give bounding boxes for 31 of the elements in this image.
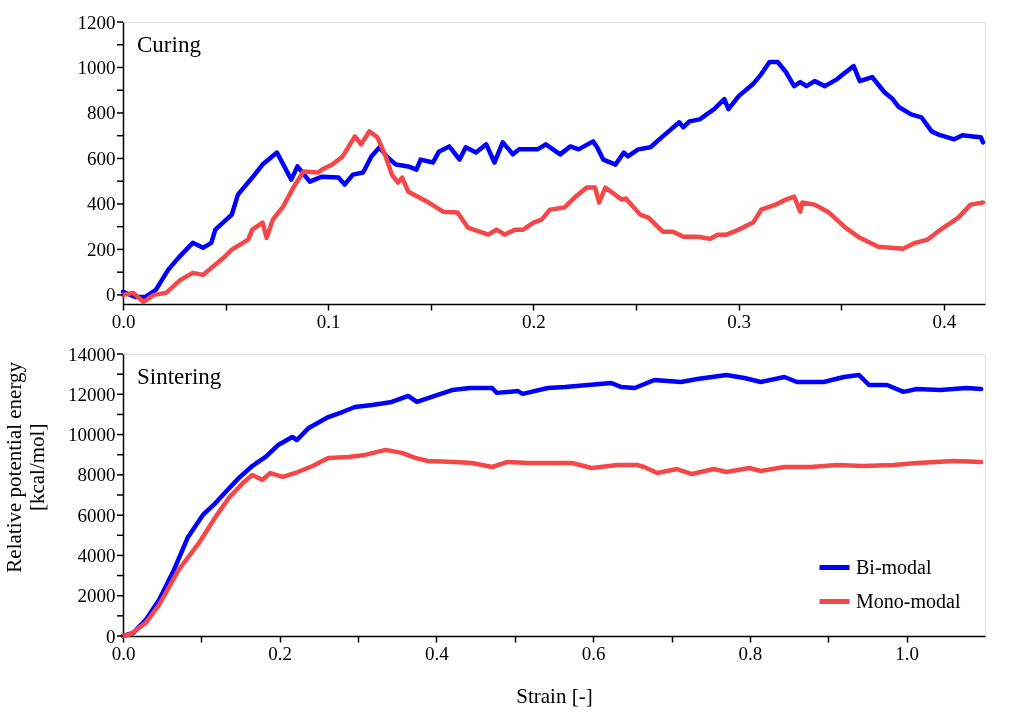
y-tick-label: 10000	[68, 424, 116, 446]
annotation: Sintering	[137, 364, 222, 389]
y-tick-label: 1200	[77, 11, 116, 33]
x-tick-label: 0.2	[522, 310, 546, 332]
y-tick-label: 600	[87, 147, 116, 169]
line-series	[120, 59, 986, 300]
y-tick-label: 0	[106, 284, 116, 306]
x-tick-label: 0.3	[727, 310, 752, 332]
y-tick-label: 2000	[77, 585, 116, 607]
x-tick-label: 0.4	[425, 642, 450, 664]
x-axis-title: Strain [-]	[516, 683, 593, 708]
x-tick-label: 0.6	[581, 642, 606, 664]
x-tick-label: 0.8	[738, 642, 763, 664]
y-tick-label: 800	[87, 102, 116, 124]
legend-label: Bi-modal	[856, 555, 932, 578]
legend-label: Mono-modal	[856, 589, 961, 612]
y-tick-label: 12000	[68, 383, 116, 405]
x-tick-label: 0.2	[268, 642, 293, 664]
annotation: Curing	[137, 32, 202, 57]
y-tick-label: 8000	[77, 464, 116, 486]
x-tick-label: 0.0	[111, 310, 136, 332]
y-tick-label: 1000	[77, 56, 116, 78]
y-tick-label: 4000	[77, 544, 116, 566]
y-axis-title: Relative potential energy [kcal/mol]	[1, 361, 49, 573]
x-tick-label: 0.1	[316, 310, 341, 332]
y-tick-label: 14000	[68, 343, 116, 365]
y-tick-label: 400	[87, 193, 116, 215]
x-tick-label: 1.0	[895, 642, 920, 664]
y-tick-label: 200	[87, 238, 116, 260]
y-tick-label: 6000	[77, 504, 116, 526]
x-tick-label: 0.4	[932, 310, 957, 332]
